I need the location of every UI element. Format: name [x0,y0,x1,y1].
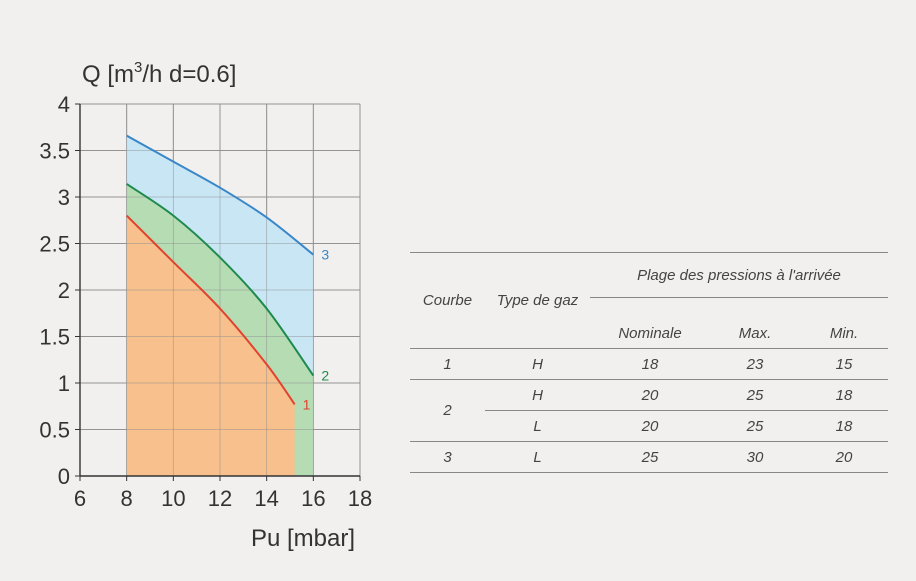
y-axis-title: Q [m3/h d=0.6] [82,59,236,88]
cell-max: 25 [710,410,800,442]
y-tick-label: 4 [58,92,70,117]
x-tick-label: 6 [74,486,86,511]
area-curve-1 [126,215,295,476]
cell-nominale: 20 [590,410,710,442]
curves [125,134,315,405]
header-nominale: Nominale [618,325,682,342]
cell-max: 25 [710,379,800,411]
y-tick-label: 2 [58,278,70,303]
header-type-gaz: Type de gaz [485,252,590,349]
cell-max: 30 [710,441,800,473]
y-tick-label: 2.5 [39,232,70,257]
curve-2 [126,183,315,377]
table-row: L 20 25 18 [410,410,888,442]
y-tick-label: 0 [58,464,70,489]
curve-labels: 3 21 [303,247,330,413]
curve-3 [126,134,314,256]
cell-type: H [485,348,590,380]
cell-nominale: 25 [590,441,710,473]
cell-max: 23 [710,348,800,380]
cell-min: 15 [800,348,888,380]
header-plage-pressions: Plage des pressions à l'arrivée [590,252,888,298]
curve-label-1: 1 [303,396,311,412]
table-header-row: Courbe Type de gaz Plage des pressions à… [410,252,888,349]
x-tick-label: 18 [348,486,372,511]
y-tick-label: 1.5 [39,325,70,350]
header-min: Min. [829,325,859,342]
header-courbe: Courbe [410,252,485,349]
table-row: 3 L 25 30 20 [410,441,888,473]
x-tick-label: 8 [121,486,133,511]
y-tick-label: 3.5 [39,139,70,164]
cell-nominale: 18 [590,348,710,380]
cell-type: L [485,410,590,442]
cell-courbe: 1 [410,348,485,380]
cell-courbe: 3 [410,441,485,473]
y-tick-label: 0.5 [39,418,70,443]
x-tick-label: 12 [208,486,232,511]
axes [75,103,361,481]
x-tick-label: 14 [254,486,278,511]
y-tick-label: 3 [58,185,70,210]
table-row: 1 H 18 23 15 [410,348,888,380]
curve-label-3: 3 [321,247,329,263]
table-row: 2 H 20 25 18 [410,379,888,442]
header-max: Max. [738,325,772,342]
cell-min: 18 [800,379,888,411]
cell-min: 18 [800,410,888,442]
x-tick-label: 16 [301,486,325,511]
y-tick-label: 1 [58,371,70,396]
x-tick-label: 10 [161,486,185,511]
cell-type: H [485,379,590,411]
area-fills [80,103,361,477]
cell-type: L [485,441,590,473]
cell-min: 20 [800,441,888,473]
table-subheader-row: Nominale Max. Min. [410,298,888,349]
x-axis-title: Pu [mbar] [251,525,355,552]
curve-label-2: 2 [321,368,329,384]
gas-pressure-table: Courbe Type de gaz Plage des pressions à… [410,252,888,473]
cell-nominale: 20 [590,379,710,411]
cell-courbe: 2 [410,379,485,442]
curve-1 [125,214,296,405]
